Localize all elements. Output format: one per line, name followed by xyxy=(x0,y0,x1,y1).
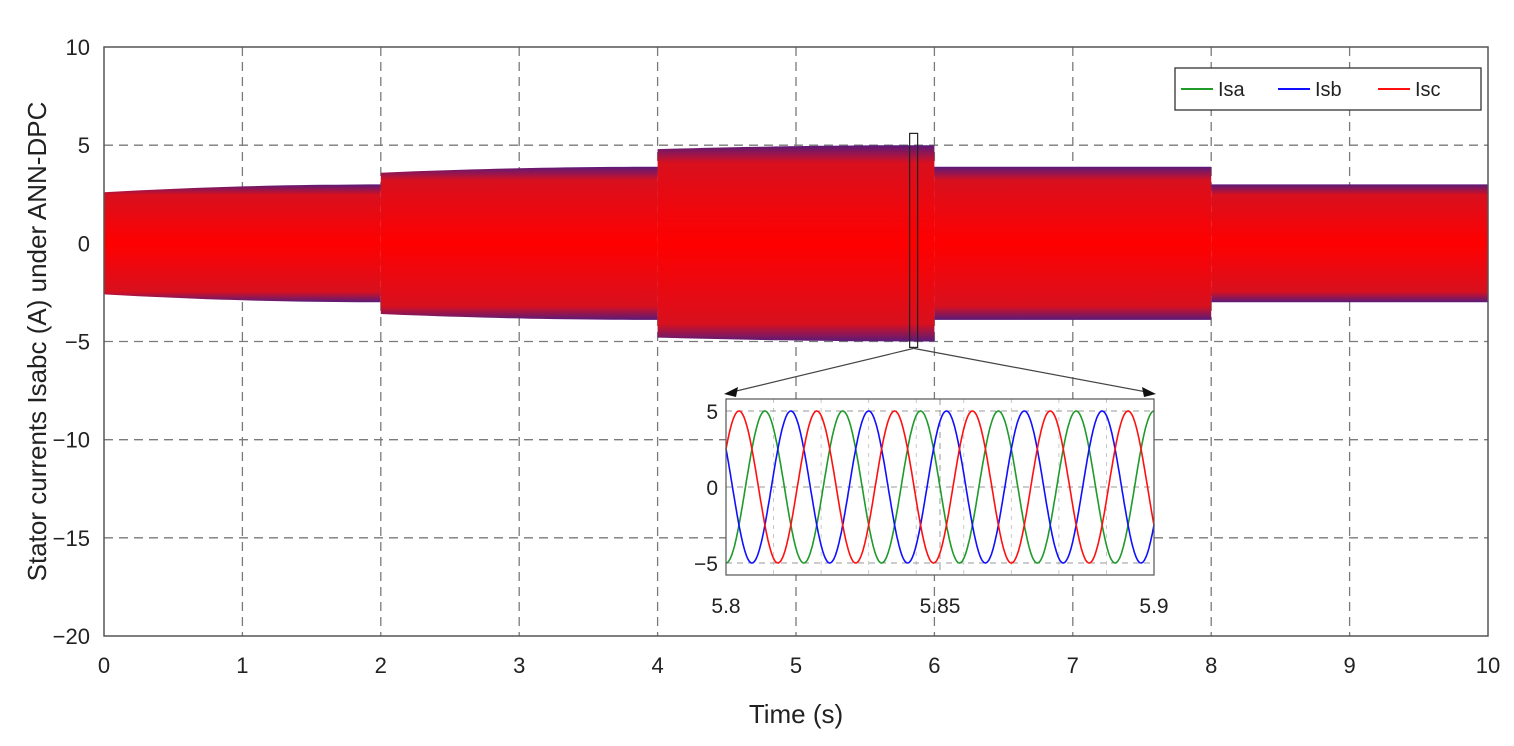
inset-y-tick-label: −5 xyxy=(694,553,718,576)
zoom-arrow-left-icon xyxy=(724,387,738,397)
y-axis-label: Stator currents Isabc (A) under ANN-DPC xyxy=(22,102,52,582)
x-tick-label: 6 xyxy=(928,653,940,678)
legend: Isa Isb Isc xyxy=(1174,67,1482,111)
y-tick-label: 5 xyxy=(78,133,90,158)
main-plot-frame xyxy=(103,46,1489,637)
zoom-line-right xyxy=(913,347,1153,394)
x-tick-label: 5 xyxy=(790,653,802,678)
zoom-line-left xyxy=(727,347,914,394)
legend-label-isb: Isb xyxy=(1315,79,1342,101)
inset-x-tick-label: 5.8 xyxy=(711,595,740,618)
x-tick-label: 9 xyxy=(1343,653,1355,678)
inset-x-tick-label: 5.9 xyxy=(1139,595,1168,618)
y-tick-label: −5 xyxy=(65,330,90,355)
zoom-arrow-right-icon xyxy=(1142,387,1156,397)
y-tick-label: 10 xyxy=(66,35,90,60)
y-tick-label: −10 xyxy=(53,428,90,453)
y-tick-label: −15 xyxy=(53,526,90,551)
waveform-band xyxy=(380,166,658,320)
inset-series-isb xyxy=(725,410,1155,564)
x-tick-label: 0 xyxy=(98,653,110,678)
y-tick-label: 0 xyxy=(78,231,90,256)
inset-y-tick-label: 5 xyxy=(706,401,718,424)
inset-x-tick-label: 5.85 xyxy=(920,595,961,618)
waveform-band xyxy=(104,184,381,303)
y-tick-label: −20 xyxy=(53,624,90,649)
x-tick-label: 1 xyxy=(236,653,248,678)
inset-frame xyxy=(725,398,1155,576)
inset-plot: 5.8 5.85 5.9 5 0 −5 xyxy=(694,398,1169,618)
legend-box xyxy=(1174,67,1482,111)
zoom-callout xyxy=(724,132,1156,397)
main-waveform xyxy=(104,145,1488,342)
x-tick-label: 3 xyxy=(513,653,525,678)
main-tick-labels: 0 1 2 3 4 5 6 7 8 9 10 10 5 0 −5 −10 −15 −20 xyxy=(53,35,1501,678)
waveform-band xyxy=(657,145,935,342)
x-tick-label: 7 xyxy=(1067,653,1079,678)
zoom-region-box xyxy=(909,132,919,348)
legend-label-isa: Isa xyxy=(1218,79,1246,101)
inset-series-isa xyxy=(725,410,1155,564)
legend-label-isc: Isc xyxy=(1415,79,1441,101)
x-tick-label: 10 xyxy=(1476,653,1500,678)
x-axis-label: Time (s) xyxy=(749,699,843,729)
waveform-band xyxy=(1211,184,1488,303)
x-tick-label: 8 xyxy=(1205,653,1217,678)
x-tick-label: 4 xyxy=(651,653,663,678)
inset-y-tick-label: 0 xyxy=(706,477,718,500)
inset-series-isc xyxy=(725,410,1155,564)
waveform-band xyxy=(934,166,1212,320)
x-tick-label: 2 xyxy=(375,653,387,678)
